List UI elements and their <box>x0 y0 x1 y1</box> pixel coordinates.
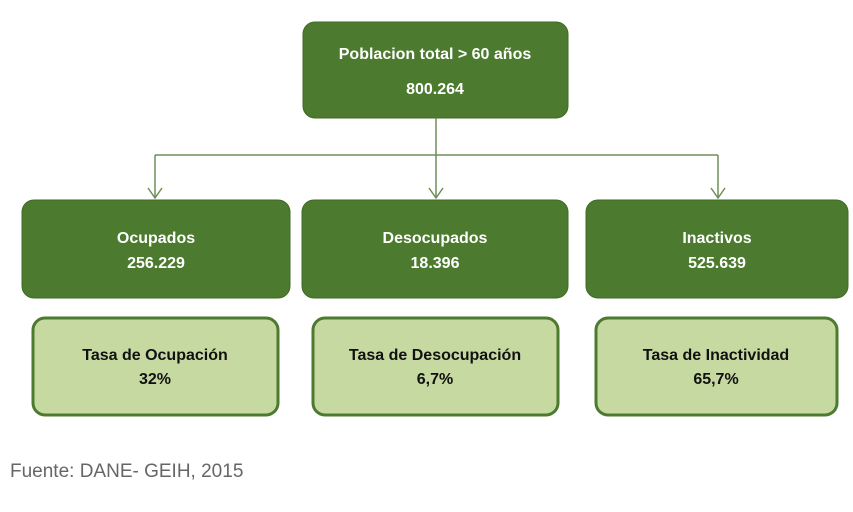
footer: Fuente: DANE- GEIH, 2015 <box>10 461 243 482</box>
rate-box <box>594 316 839 417</box>
rate-box <box>31 316 280 417</box>
group-value: 525.639 <box>688 255 746 272</box>
root-label: Poblacion total > 60 años <box>339 46 532 63</box>
rate-label: Tasa de Ocupación <box>82 347 228 364</box>
rate-value: 65,7% <box>693 371 738 388</box>
root-box <box>302 21 569 119</box>
group-label: Inactivos <box>682 230 751 247</box>
group-box <box>301 199 569 299</box>
group-label: Desocupados <box>383 230 488 247</box>
rate-label: Tasa de Inactividad <box>643 347 789 364</box>
group-label: Ocupados <box>117 230 195 247</box>
connector-lines <box>154 118 719 198</box>
root-value: 800.264 <box>406 81 464 98</box>
group-box <box>21 199 291 299</box>
group-value: 18.396 <box>411 255 460 272</box>
rate-value: 32% <box>139 371 171 388</box>
rate-value: 6,7% <box>417 371 453 388</box>
connectors <box>147 118 726 200</box>
arrow-heads <box>147 187 726 200</box>
rate-label: Tasa de Desocupación <box>349 347 521 364</box>
group-value: 256.229 <box>127 255 185 272</box>
rate-box <box>311 316 560 417</box>
group-box <box>585 199 849 299</box>
